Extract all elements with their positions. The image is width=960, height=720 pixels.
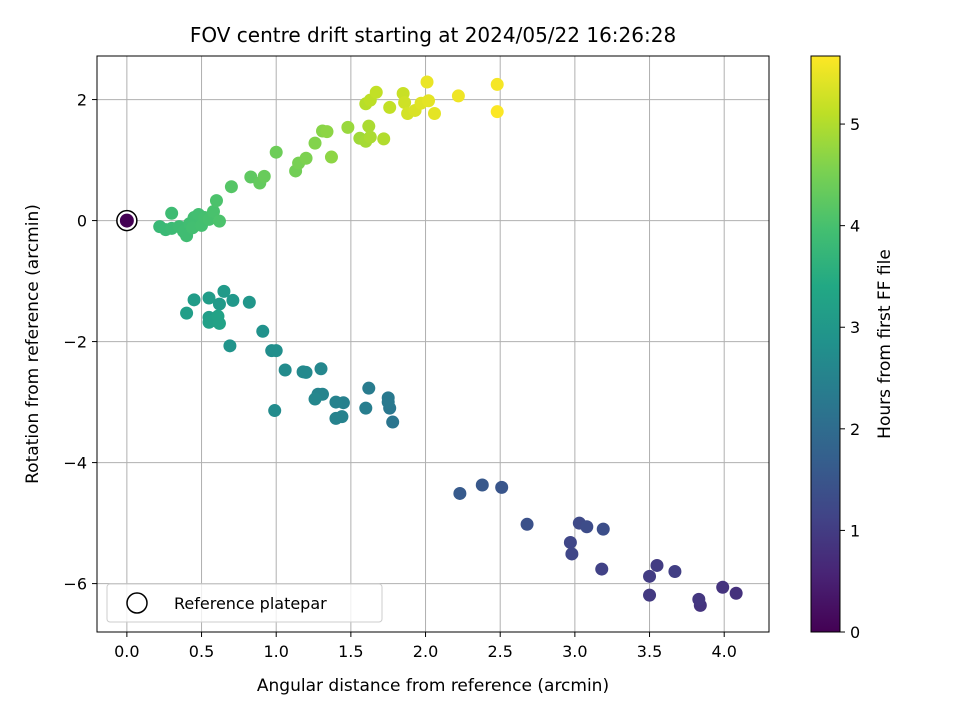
scatter-point	[180, 306, 194, 320]
y-tick-label: −4	[63, 454, 87, 473]
scatter-point	[377, 132, 391, 146]
scatter-point	[495, 480, 509, 494]
scatter-point	[596, 522, 610, 536]
x-axis-ticks: 0.0 0.5 1.0 1.5 2.0 2.5 3.0 3.5 4.0	[114, 632, 737, 661]
scatter-point	[320, 125, 334, 139]
scatter-point	[362, 119, 376, 133]
scatter-point	[565, 547, 579, 561]
scatter-point	[223, 339, 237, 353]
scatter-point	[381, 395, 395, 409]
x-tick-label: 2.0	[413, 642, 438, 661]
y-tick-label: −6	[63, 575, 87, 594]
scatter-point	[729, 586, 743, 600]
x-tick-label: 0.5	[189, 642, 214, 661]
scatter-point	[362, 381, 376, 395]
scatter-point	[269, 344, 283, 358]
chart-title: FOV centre drift starting at 2024/05/22 …	[190, 23, 676, 47]
scatter-point	[242, 295, 256, 309]
scatter-point	[268, 404, 282, 418]
scatter-point	[308, 136, 322, 150]
scatter-point	[580, 520, 594, 534]
scatter-point	[369, 85, 383, 99]
colorbar-tick-label: 5	[850, 115, 860, 134]
plot-frame	[96, 55, 770, 633]
x-tick-label: 4.0	[711, 642, 736, 661]
scatter-point	[187, 293, 201, 307]
scatter-point	[650, 558, 664, 572]
scatter-point	[212, 316, 226, 330]
scatter-point	[165, 206, 179, 220]
legend-marker	[126, 592, 148, 614]
scatter-point	[202, 291, 216, 305]
scatter-point	[226, 293, 240, 307]
scatter-point	[383, 100, 397, 114]
scatter-point	[668, 564, 682, 578]
scatter-point	[595, 562, 609, 576]
x-axis-label: Angular distance from reference (arcmin)	[257, 676, 609, 696]
scatter-point	[643, 588, 657, 602]
scatter-point	[490, 105, 504, 119]
legend-label: Reference platepar	[174, 594, 327, 613]
scatter-point	[386, 415, 400, 429]
scatter-point	[217, 284, 231, 298]
scatter-point	[692, 592, 706, 606]
scatter-point	[308, 392, 322, 406]
scatter-point	[453, 486, 467, 500]
scatter-point	[212, 297, 226, 311]
scatter-point	[643, 569, 657, 583]
scatter-point	[278, 363, 292, 377]
scatter-point	[256, 324, 270, 338]
scatter-point	[427, 106, 441, 120]
colorbar-tick-label: 3	[850, 318, 860, 337]
y-tick-label: 0	[77, 212, 87, 231]
x-tick-label: 0.0	[114, 642, 139, 661]
colorbar	[810, 55, 841, 633]
scatter-point	[563, 535, 577, 549]
colorbar-tick-label: 1	[850, 521, 860, 540]
y-tick-label: −2	[63, 333, 87, 352]
scatter-point	[269, 145, 283, 159]
scatter-point	[490, 77, 504, 91]
colorbar-ticks: 0 1 2 3 4 5	[840, 115, 860, 642]
y-axis-ticks: −6 −4 −2 0 2	[63, 91, 97, 594]
x-tick-label: 2.5	[487, 642, 512, 661]
scatter-point	[329, 411, 343, 425]
scatter-point	[299, 365, 313, 379]
scatter-point	[716, 580, 730, 594]
scatter-point	[520, 517, 534, 531]
scatter-point	[206, 204, 220, 218]
colorbar-tick-label: 0	[850, 623, 860, 642]
scatter-point	[341, 120, 355, 134]
scatter-point	[475, 478, 489, 492]
reference-platepar-marker	[116, 209, 138, 232]
scatter-point	[398, 96, 412, 110]
x-tick-label: 3.5	[637, 642, 662, 661]
colorbar-label: Hours from first FF file	[875, 249, 895, 439]
scatter-point	[363, 130, 377, 144]
scatter-point	[359, 401, 373, 415]
scatter-point	[451, 89, 465, 103]
x-tick-label: 1.5	[338, 642, 363, 661]
scatter-point	[209, 194, 223, 208]
x-tick-label: 1.0	[263, 642, 288, 661]
scatter-point	[224, 180, 238, 194]
scatter-point	[422, 94, 436, 108]
scatter-point	[299, 151, 313, 165]
data-points	[153, 75, 743, 612]
scatter-point	[212, 214, 226, 228]
y-tick-label: 2	[77, 91, 87, 110]
colorbar-tick-label: 2	[850, 420, 860, 439]
scatter-point	[420, 75, 434, 89]
legend-box	[106, 583, 383, 623]
scatter-point	[324, 150, 338, 164]
x-tick-label: 3.0	[562, 642, 587, 661]
legend: Reference platepar	[106, 583, 383, 623]
scatter-point	[257, 169, 271, 183]
reference-marker-dot	[119, 213, 134, 228]
colorbar-tick-label: 4	[850, 217, 860, 236]
scatter-point	[314, 362, 328, 376]
y-axis-label: Rotation from reference (arcmin)	[23, 204, 43, 484]
scatter-point	[329, 395, 343, 409]
